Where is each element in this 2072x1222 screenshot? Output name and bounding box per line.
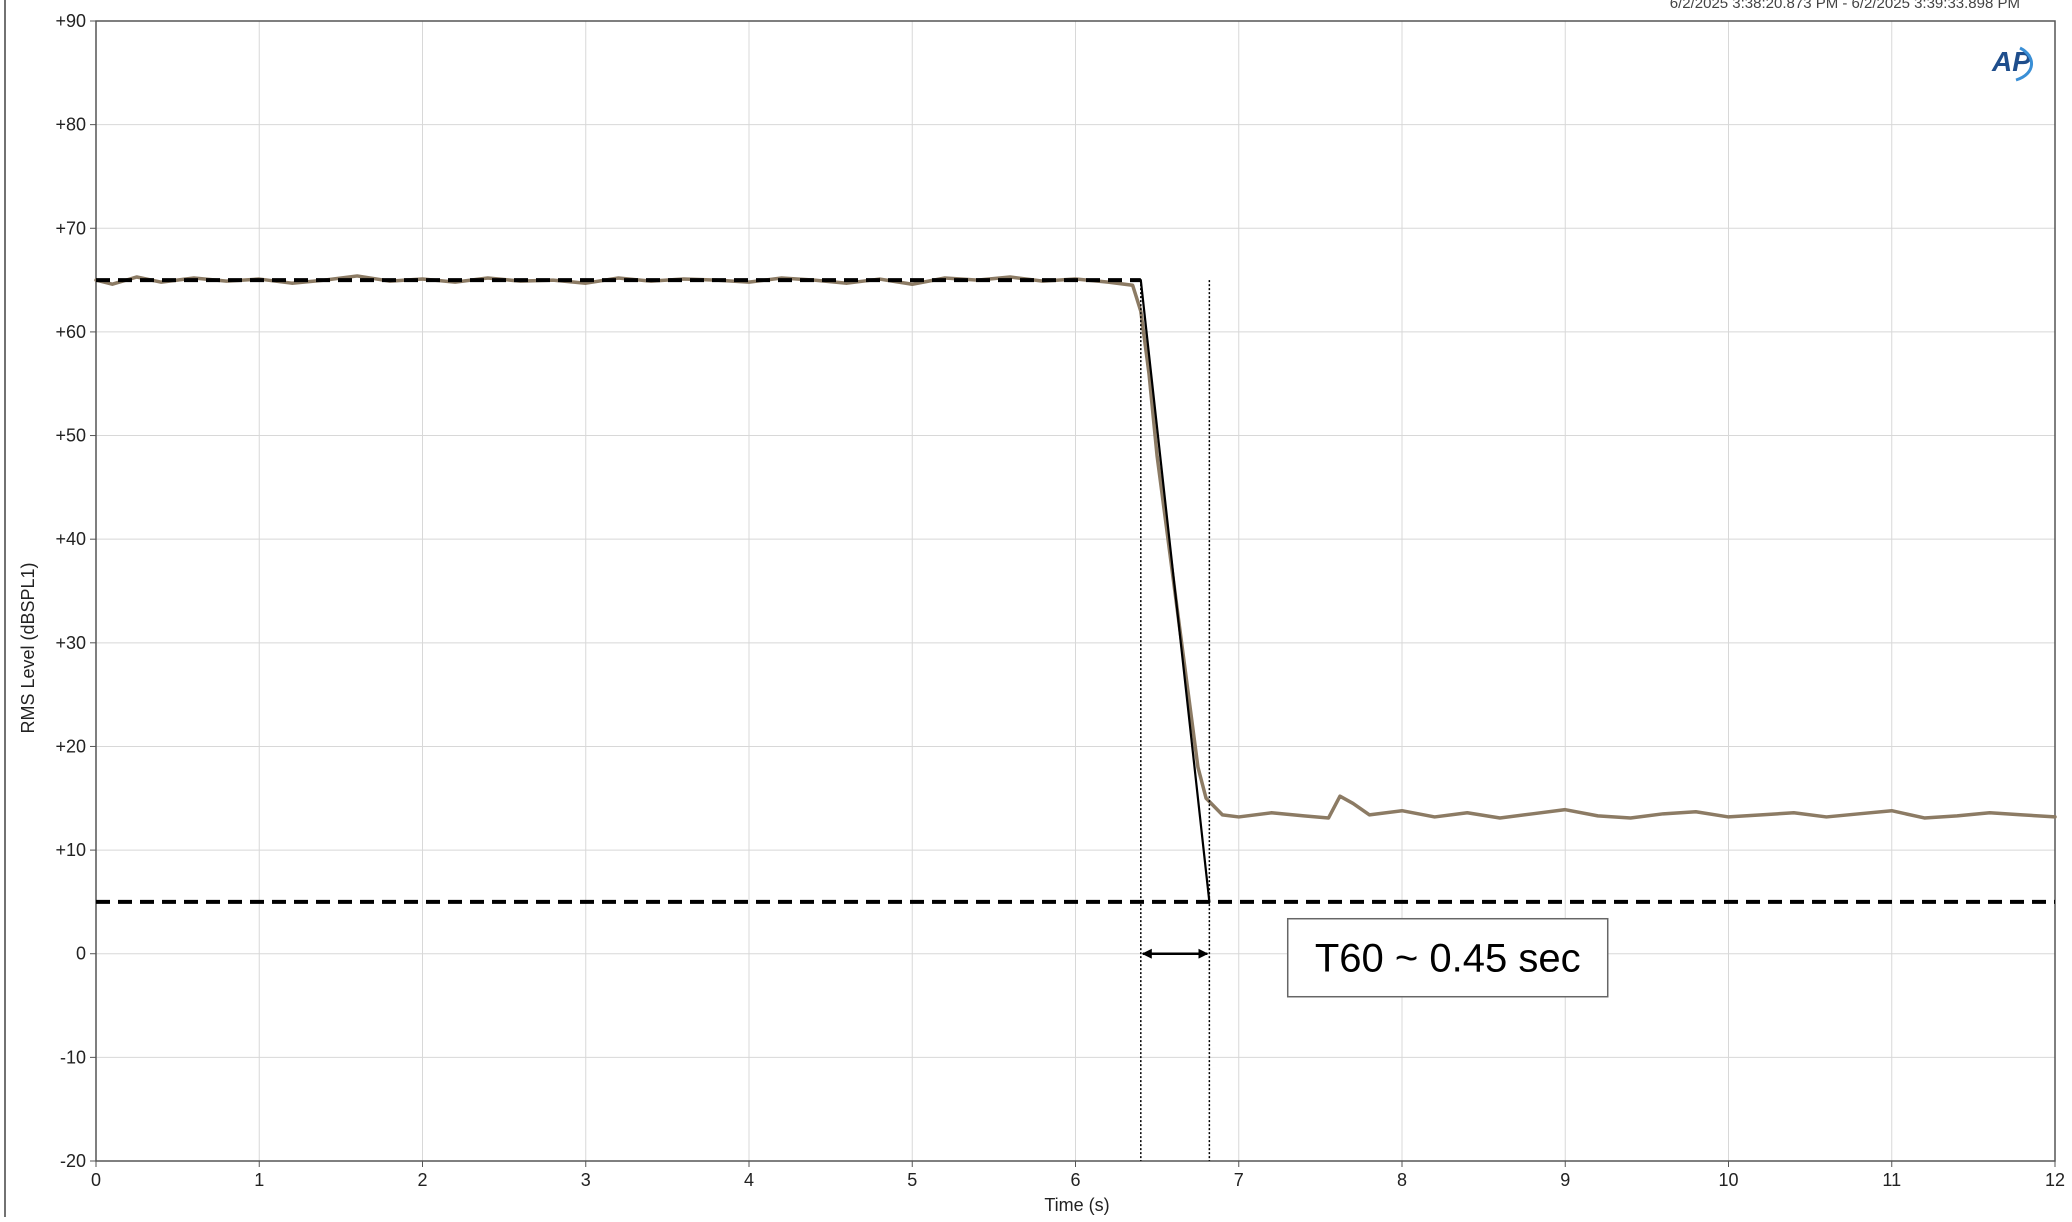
x-tick-label: 9 [1560, 1170, 1570, 1190]
x-tick-label: 4 [744, 1170, 754, 1190]
x-tick-label: 11 [1882, 1170, 1901, 1190]
x-tick-label: 8 [1397, 1170, 1407, 1190]
series-line-2 [1139, 278, 1211, 904]
plot-area: 0 1 2 3 4 5 6 7 8 9 10 11 12+90+80+70+60+50+40+30+20… [55, 11, 2065, 1190]
y-tick-label: +20 [55, 736, 86, 756]
x-tick-label: 6 [1070, 1170, 1080, 1190]
y-tick-label: +70 [55, 218, 86, 238]
tick-labels: 0 1 2 3 4 5 6 7 8 9 10 11 12+90+80+70+60+50+40+30+20… [55, 11, 2065, 1190]
x-tick-label: 1 [254, 1170, 264, 1190]
t60-annotation: T60 ~ 0.45 sec [1286, 917, 1609, 998]
timestamp-text: 6/2/2025 3:38:20.873 PM - 6/2/2025 3:39:… [1670, 0, 2020, 12]
y-tick-label: -20 [60, 1151, 86, 1171]
y-tick-label: +90 [55, 11, 86, 31]
y-tick-label: +30 [55, 633, 86, 653]
marker-lines [1140, 280, 1211, 1161]
x-tick-label: 2 [417, 1170, 427, 1190]
x-axis-label: Time (s) [1044, 1195, 1109, 1215]
series-group [94, 274, 2057, 904]
x-tick-label: 12 [2045, 1170, 2065, 1190]
y-tick-label: +80 [55, 115, 86, 135]
x-tick-label: 0 [91, 1170, 101, 1190]
x-tick-label: 3 [581, 1170, 591, 1190]
x-tick-label: 7 [1234, 1170, 1244, 1190]
y-tick-label: 0 [76, 944, 86, 964]
y-axis-label: RMS Level (dBSPL1) [18, 562, 38, 733]
x-tick-label: 5 [907, 1170, 917, 1190]
y-tick-label: +40 [55, 529, 86, 549]
y-tick-label: -10 [60, 1047, 86, 1067]
ap-logo: AP [1991, 46, 2033, 82]
t60-annotation-box [1286, 917, 1609, 998]
y-tick-label: +50 [55, 426, 86, 446]
y-tick-label: +60 [55, 322, 86, 342]
ap-logo-swoosh [2015, 46, 2033, 82]
t60-annotation-text: T60 ~ 0.45 sec [1315, 937, 1581, 981]
y-tick-label: +10 [55, 840, 86, 860]
x-tick-label: 10 [1718, 1170, 1738, 1190]
